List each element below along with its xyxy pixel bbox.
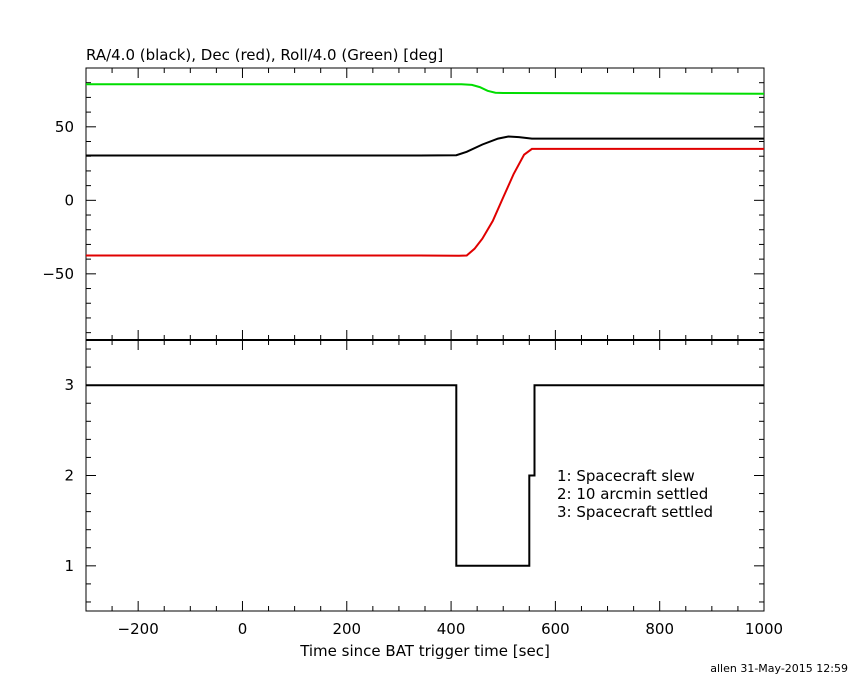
x-axis-label: Time since BAT trigger time [sec] xyxy=(299,642,550,660)
x-tick-label: −200 xyxy=(118,620,159,638)
x-tick-label: 200 xyxy=(332,620,361,638)
y-tick-label-bottom: 1 xyxy=(64,557,74,575)
annotation-2: 2: 10 arcmin settled xyxy=(557,485,708,503)
x-tick-label: 0 xyxy=(238,620,248,638)
annotation-1: 1: Spacecraft slew xyxy=(557,467,695,485)
series-line-top-2 xyxy=(86,83,765,95)
footer-stamp: allen 31-May-2015 12:59 xyxy=(710,662,848,675)
tick-labels: −50 0 50 1 2 3 −200 0 200 400 600 800 1000 xyxy=(42,118,783,638)
x-tick-label: 1000 xyxy=(745,620,783,638)
top-panel-series xyxy=(86,83,765,257)
annotation-3: 3: Spacecraft settled xyxy=(557,503,713,521)
x-tick-label: 600 xyxy=(541,620,570,638)
bottom-panel-series xyxy=(86,384,764,567)
top-panel-title: RA/4.0 (black), Dec (red), Roll/4.0 (Gre… xyxy=(86,46,443,64)
x-tick-label: 400 xyxy=(437,620,466,638)
series-line-top-0 xyxy=(86,135,764,157)
series-line-top-1 xyxy=(86,147,764,257)
y-tick-label-top: 0 xyxy=(64,191,74,209)
x-tick-label: 800 xyxy=(645,620,674,638)
y-tick-label-bottom: 3 xyxy=(64,376,74,394)
top-panel-frame xyxy=(85,67,765,341)
y-tick-label-bottom: 2 xyxy=(64,467,74,485)
y-tick-label-top: −50 xyxy=(42,265,74,283)
ticks-layer xyxy=(85,67,765,611)
y-tick-label-top: 50 xyxy=(55,118,74,136)
series-line-bottom-0 xyxy=(86,384,764,567)
